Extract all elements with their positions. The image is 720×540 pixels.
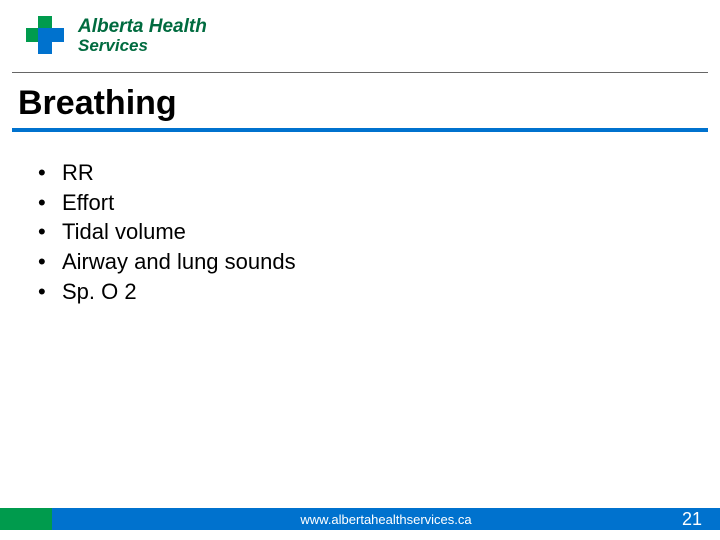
footer-accent-green xyxy=(0,508,52,530)
list-item: •Tidal volume xyxy=(38,217,296,247)
footer: www.albertahealthservices.ca 21 xyxy=(0,504,720,540)
bullet-text: Tidal volume xyxy=(62,217,186,247)
logo-line1: Alberta Health xyxy=(78,17,207,36)
list-item: •RR xyxy=(38,158,296,188)
divider-thick xyxy=(12,128,708,132)
bullet-text: RR xyxy=(62,158,94,188)
ahs-cross-icon xyxy=(22,12,68,58)
bullet-text: Airway and lung sounds xyxy=(62,247,296,277)
page-number: 21 xyxy=(678,508,706,530)
list-item: •Effort xyxy=(38,188,296,218)
footer-url: www.albertahealthservices.ca xyxy=(300,512,471,527)
slide: Alberta Health Services Breathing •RR •E… xyxy=(0,0,720,540)
logo-line2: Services xyxy=(78,37,207,54)
footer-bar: www.albertahealthservices.ca xyxy=(0,508,720,530)
bullet-text: Effort xyxy=(62,188,114,218)
bullet-list: •RR •Effort •Tidal volume •Airway and lu… xyxy=(38,158,296,306)
logo: Alberta Health Services xyxy=(22,12,207,58)
footer-accent-blue: www.albertahealthservices.ca xyxy=(52,508,720,530)
list-item: •Sp. O 2 xyxy=(38,277,296,307)
bullet-text: Sp. O 2 xyxy=(62,277,137,307)
slide-title: Breathing xyxy=(18,84,177,123)
divider-thin xyxy=(12,72,708,73)
logo-text: Alberta Health Services xyxy=(78,17,207,54)
list-item: •Airway and lung sounds xyxy=(38,247,296,277)
